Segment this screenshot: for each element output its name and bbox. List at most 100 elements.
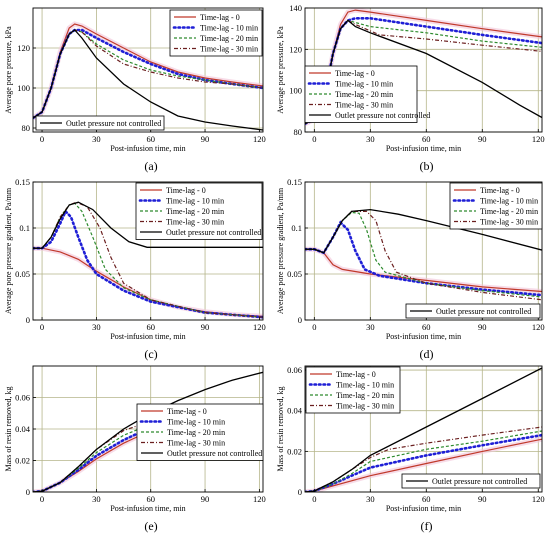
- x-tick-label: 90: [478, 322, 487, 332]
- series-line-tl10: [305, 220, 542, 297]
- legend-label: Time-lag - 30 min: [200, 45, 258, 54]
- y-tick-label: 80: [294, 127, 303, 137]
- panel-label: (c): [144, 347, 157, 361]
- legend-label: Time-lag - 0: [335, 69, 375, 78]
- legend-label: Time-lag - 30 min: [166, 218, 224, 227]
- x-tick-label: 60: [146, 494, 155, 504]
- y-tick-label: 0.04: [15, 424, 31, 434]
- y-axis-label: Average pore pressure gradient, Pa/mm: [276, 187, 285, 314]
- panel-e: 0 30 60 90 120 0 0.02 0.04 0.06 Post-infusion tim…: [4, 365, 266, 533]
- legend-label: Time-lag - 0: [200, 13, 240, 22]
- x-axis-label: Post-infusion time, min: [386, 504, 461, 513]
- series-line-tl30: [305, 426, 542, 492]
- legend-label: Time-lag - 10 min: [335, 80, 393, 89]
- y-tick-label: 0.06: [287, 365, 302, 375]
- legend-label: Time-lag - 20 min: [200, 34, 258, 43]
- y-tick-label: 0.1: [19, 223, 30, 233]
- legend-label: Outlet pressure not controlled: [167, 449, 262, 458]
- series-line-nc: [305, 367, 542, 492]
- legend-label: Time-lag - 20 min: [167, 428, 225, 437]
- x-tick-label: 60: [422, 494, 431, 504]
- legend-label: Time-lag - 30 min: [335, 101, 393, 110]
- x-tick-label: 30: [92, 322, 101, 332]
- y-tick-label: 0.05: [287, 269, 302, 279]
- legend-label: Outlet pressure not controlled: [436, 307, 531, 316]
- x-tick-label: 120: [532, 322, 545, 332]
- legend-outlet: Outlet pressure not controlled: [35, 115, 165, 131]
- legend-label: Time-lag - 10 min: [480, 197, 538, 206]
- plot-frame: [304, 365, 543, 493]
- y-axis-label: Mass of resin removed, kg: [4, 386, 13, 471]
- panel-label: (d): [420, 347, 434, 361]
- y-tick-label: 0.06: [15, 393, 30, 403]
- y-tick-label: 0.1: [291, 223, 302, 233]
- x-tick-label: 120: [253, 494, 266, 504]
- plot-frame: [32, 7, 264, 133]
- y-tick-label: 140: [289, 3, 302, 13]
- legend-label: Time-lag - 0: [167, 407, 207, 416]
- panel-label: (e): [144, 519, 157, 533]
- legend-label: Outlet pressure not controlled: [432, 477, 527, 486]
- y-tick-label: 0: [26, 315, 30, 325]
- series-line-tl20: [33, 202, 263, 318]
- x-axis-label: Post-infusion time, min: [110, 504, 185, 513]
- x-axis-label: Post-infusion time, min: [386, 144, 461, 153]
- y-tick-label: 0.04: [287, 406, 303, 416]
- x-tick-label: 120: [253, 134, 266, 144]
- legend-label: Time-lag - 10 min: [336, 381, 394, 390]
- x-tick-label: 30: [92, 494, 101, 504]
- legend-label: Time-lag - 10 min: [167, 418, 225, 427]
- y-tick-label: 0.02: [287, 446, 302, 456]
- panel-label: (f): [421, 519, 433, 533]
- x-tick-label: 60: [422, 134, 431, 144]
- y-axis-label: Average pore pressure, kPa: [276, 26, 285, 114]
- y-tick-label: 0: [26, 487, 30, 497]
- x-tick-label: 0: [312, 134, 316, 144]
- panel-b: 0 30 60 90 120 80 100 120 140 Post-infusion time,…: [276, 3, 545, 173]
- series-line-tl10: [33, 209, 263, 319]
- series-halo: [33, 245, 263, 319]
- x-axis-label: Post-infusion time, min: [110, 144, 185, 153]
- legend-box: [304, 65, 418, 123]
- x-tick-label: 30: [366, 322, 375, 332]
- series-line-nc: [33, 371, 263, 492]
- series-line-nc: [33, 201, 263, 249]
- x-axis-label: Post-infusion time, min: [386, 332, 461, 341]
- y-tick-label: 80: [22, 123, 31, 133]
- x-tick-label: 0: [312, 494, 316, 504]
- y-tick-label: 120: [289, 44, 302, 54]
- panel-f: 0 30 60 90 120 0 0.02 0.04 0.06 Post-infusion tim…: [276, 365, 545, 533]
- x-tick-label: 30: [366, 494, 375, 504]
- legend-box: [405, 303, 541, 319]
- panel-d: 0 30 60 90 120 0 0.05 0.1 0.15 Post-infusion time…: [276, 177, 545, 361]
- panel-label: (b): [420, 159, 434, 173]
- y-axis-label: Average pore pressure gradient, Pa/mm: [4, 187, 13, 314]
- legend-outlet: Outlet pressure not controlled: [405, 303, 541, 319]
- legend-label: Time-lag - 20 min: [335, 90, 393, 99]
- x-tick-label: 30: [92, 134, 101, 144]
- y-tick-label: 0.05: [15, 269, 30, 279]
- series-line-nc: [305, 208, 542, 254]
- panel-c: 0 30 60 90 120 0 0.05 0.1 0.15 Post-infusion time…: [4, 177, 266, 361]
- plot-frame: [304, 181, 543, 321]
- legend-label: Time-lag - 30 min: [336, 402, 394, 411]
- x-tick-label: 0: [312, 322, 316, 332]
- series-halo: [305, 246, 542, 294]
- x-tick-label: 60: [146, 322, 155, 332]
- series-line-tl20: [305, 211, 542, 298]
- y-axis-label: Average pore pressure, kPa: [4, 26, 13, 114]
- legend-label: Outlet pressure not controlled: [66, 119, 161, 128]
- x-tick-label: 120: [532, 494, 545, 504]
- legend-label: Time-lag - 20 min: [480, 207, 538, 216]
- x-tick-label: 120: [253, 322, 266, 332]
- y-tick-label: 100: [17, 83, 30, 93]
- legend-box: [35, 115, 165, 131]
- x-tick-label: 90: [201, 322, 210, 332]
- x-tick-label: 0: [40, 134, 44, 144]
